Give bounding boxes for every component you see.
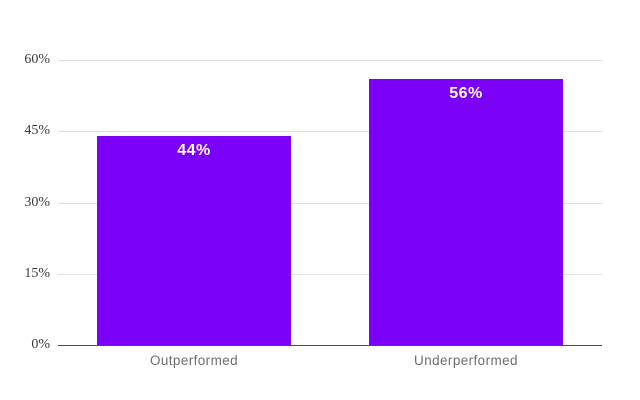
gridline [58,202,602,204]
y-tick-label: 60% [24,52,50,67]
gridline [58,131,602,133]
x-axis: Outperformed Underperformed [58,353,602,375]
bar-value-label: 56% [449,85,483,102]
bar-outperformed: 44% [97,136,291,345]
y-axis: 0% 15% 30% 45% 60% [0,0,50,400]
x-tick-label-underperformed: Underperformed [414,353,518,368]
gridline [58,60,602,61]
y-tick-label: 15% [24,265,50,281]
y-tick-label: 0% [31,337,50,352]
gridline [58,273,602,275]
x-tick-label-outperformed: Outperformed [149,353,239,368]
bar-value-label: 44% [177,142,211,159]
y-tick-label: 30% [24,194,50,210]
plot-area: 44% 56% [58,60,602,346]
y-tick-label: 45% [24,123,50,139]
x-axis-line [58,344,602,346]
bar-underperformed: 56% [369,79,563,345]
